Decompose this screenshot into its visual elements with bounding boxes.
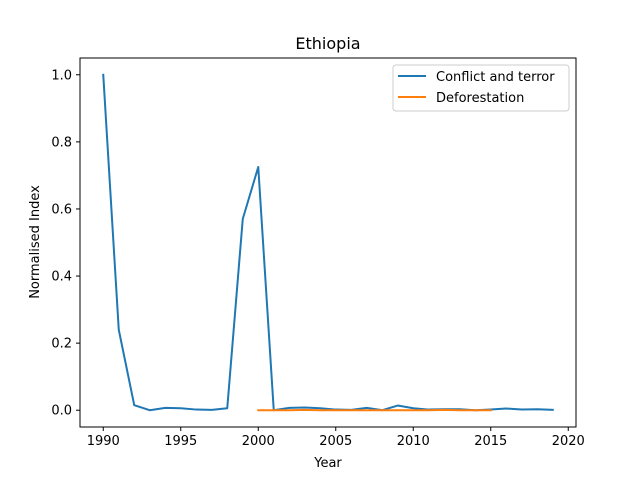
x-tick-label: 2015: [474, 434, 507, 449]
x-tick-label: 2010: [397, 434, 430, 449]
ticks-layer: 1990 1995 2000 2005 2010 2015 2020 0.0 0.2 0.4 0.6…: [51, 68, 584, 449]
legend-box: [392, 64, 570, 112]
y-tick-label: 1.0: [51, 68, 72, 83]
x-axis-label: Year: [313, 456, 342, 471]
x-tick-label: 1995: [164, 434, 197, 449]
series-layer: [102, 73, 554, 412]
y-tick-label: 0.2: [51, 337, 72, 352]
y-tick-label: 0.0: [51, 404, 72, 419]
x-tick-label: 2000: [242, 434, 275, 449]
x-tick-label: 2005: [319, 434, 352, 449]
chart-title: Ethiopia: [295, 34, 360, 53]
y-tick-label: 0.4: [51, 270, 72, 285]
y-tick-label: 0.6: [51, 202, 72, 217]
x-tick-label: 2020: [552, 434, 585, 449]
legend-label-conflict: Conflict and terror: [436, 70, 555, 85]
y-tick-label: 0.8: [51, 135, 72, 150]
plot-frame: [79, 57, 577, 428]
legend-label-deforestation: Deforestation: [436, 91, 524, 106]
legend: Conflict and terror Deforestation: [392, 64, 570, 112]
y-axis-label: Normalised Index: [28, 185, 43, 299]
x-tick-label: 1990: [87, 434, 120, 449]
